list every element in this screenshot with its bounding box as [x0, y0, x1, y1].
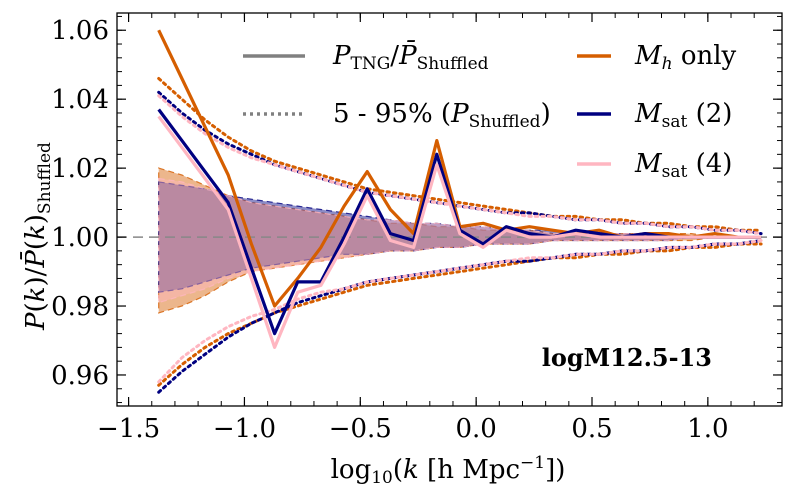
x-tick-label: −0.5	[329, 414, 392, 444]
legend-entry-msat-2: Msat (2)	[577, 99, 732, 132]
x-tick-label: −1.0	[213, 414, 276, 444]
x-tick-label: −1.5	[97, 414, 160, 444]
y-tick-label: 1.00	[51, 223, 109, 253]
legend-label-mh-only: Mh only	[634, 41, 737, 74]
y-axis-label: P(k)/P̄(k)Shuffled	[19, 142, 55, 331]
sample-annotation: logM12.5-13	[542, 343, 712, 372]
axis-ticks	[117, 13, 782, 406]
x-tick-label: 0.0	[455, 414, 496, 444]
legend-label-percentile: 5 - 95% (PShuffled)	[333, 99, 551, 132]
x-tick-label: 1.0	[687, 414, 728, 444]
ratio-lines	[157, 29, 762, 349]
legend-label-msat-2: Msat (2)	[634, 99, 732, 132]
series-line-2	[157, 115, 762, 349]
legend: PTNG/P̄Shuffled 5 - 95% (PShuffled) Mh o…	[243, 39, 737, 182]
legend-entry-percentile: 5 - 95% (PShuffled)	[243, 99, 551, 132]
legend-entry-mh-only: Mh only	[577, 41, 737, 74]
x-tick-label: 0.5	[571, 414, 612, 444]
legend-entry-ptng: PTNG/P̄Shuffled	[243, 39, 489, 74]
y-tick-label: 1.06	[51, 16, 109, 46]
y-tick-label: 1.04	[51, 85, 109, 115]
dotted-p5-2	[157, 239, 763, 384]
band-2	[158, 177, 762, 304]
shuffled-5-95-percentile-lines	[157, 77, 763, 394]
x-axis-label: log10(k [h Mpc−1])	[331, 453, 566, 488]
tick-labels: −1.5 −1.0 −0.5 0.0 0.5 1.0 0.96 0.98 1.00 1.02 1.0…	[51, 16, 728, 444]
legend-entry-msat-4: Msat (4)	[577, 149, 732, 182]
y-tick-label: 0.98	[51, 292, 109, 322]
legend-label-ptng: PTNG/P̄Shuffled	[332, 39, 489, 74]
y-tick-label: 1.02	[51, 154, 109, 184]
dotted-p95-0	[157, 77, 763, 232]
legend-label-msat-4: Msat (4)	[634, 149, 732, 182]
dotted-p95-2	[157, 94, 763, 236]
y-tick-label: 0.96	[51, 361, 109, 391]
